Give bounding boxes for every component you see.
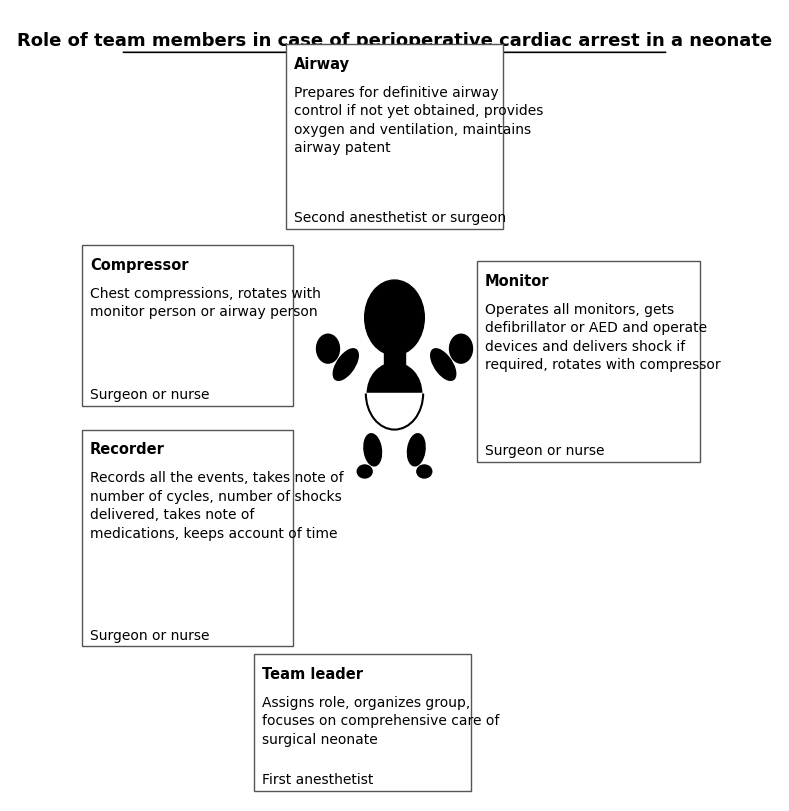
Circle shape — [450, 334, 473, 363]
Text: Records all the events, takes note of
number of cycles, number of shocks
deliver: Records all the events, takes note of nu… — [90, 471, 344, 540]
Text: Second anesthetist or surgeon: Second anesthetist or surgeon — [294, 211, 506, 225]
Text: Surgeon or nurse: Surgeon or nurse — [90, 629, 210, 642]
Text: Surgeon or nurse: Surgeon or nurse — [485, 444, 604, 458]
Wedge shape — [366, 393, 423, 430]
Text: Recorder: Recorder — [90, 443, 165, 457]
FancyBboxPatch shape — [286, 45, 503, 229]
Text: Prepares for definitive airway
control if not yet obtained, provides
oxygen and : Prepares for definitive airway control i… — [294, 86, 543, 155]
Text: Airway: Airway — [294, 57, 350, 72]
Ellipse shape — [333, 349, 358, 380]
Text: Team leader: Team leader — [262, 667, 363, 682]
Ellipse shape — [417, 465, 432, 478]
FancyBboxPatch shape — [82, 430, 293, 646]
Text: Chest compressions, rotates with
monitor person or airway person: Chest compressions, rotates with monitor… — [90, 287, 321, 319]
Circle shape — [365, 280, 424, 355]
Text: Compressor: Compressor — [90, 258, 189, 272]
Text: First anesthetist: First anesthetist — [262, 773, 373, 787]
Text: Monitor: Monitor — [485, 274, 549, 289]
FancyBboxPatch shape — [384, 346, 405, 365]
FancyBboxPatch shape — [254, 654, 471, 791]
Text: Assigns role, organizes group,
focuses on comprehensive care of
surgical neonate: Assigns role, organizes group, focuses o… — [262, 696, 499, 747]
Text: Surgeon or nurse: Surgeon or nurse — [90, 388, 210, 401]
Ellipse shape — [367, 363, 422, 424]
Text: Operates all monitors, gets
defibrillator or AED and operate
devices and deliver: Operates all monitors, gets defibrillato… — [485, 303, 720, 372]
Ellipse shape — [364, 434, 382, 466]
Ellipse shape — [407, 434, 425, 466]
Ellipse shape — [357, 465, 372, 478]
Text: Role of team members in case of perioperative cardiac arrest in a neonate: Role of team members in case of perioper… — [17, 32, 772, 50]
FancyBboxPatch shape — [477, 261, 701, 461]
Ellipse shape — [431, 349, 456, 380]
Circle shape — [316, 334, 339, 363]
FancyBboxPatch shape — [82, 245, 293, 406]
